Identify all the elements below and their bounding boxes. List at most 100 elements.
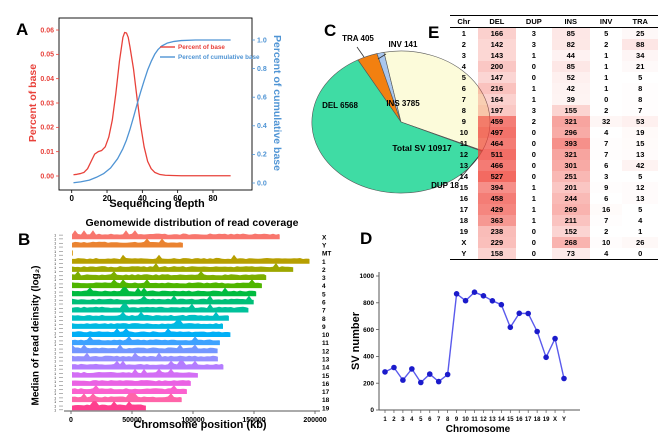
- table-cell: 0: [531, 227, 536, 236]
- b-chrom-label-1: 1: [322, 259, 326, 266]
- table-row: 15 394 1 201 9 12: [450, 182, 658, 193]
- b-bar-MT: [72, 249, 73, 256]
- d-x-tick-label: 5: [419, 417, 423, 423]
- table-cell: 5: [604, 29, 609, 38]
- table-cell: 13: [636, 150, 645, 159]
- table-cell: 321: [551, 149, 590, 160]
- b-mini-tick-label: 1: [54, 274, 56, 278]
- table-cell: 238: [477, 226, 517, 237]
- table-header-inv: INV: [589, 15, 623, 28]
- b-mini-tick-label: 1: [54, 262, 56, 266]
- table-cell: 1: [604, 51, 609, 60]
- b-xaxis-title: Chromsome position (kb): [133, 419, 267, 431]
- b-bar-8: [72, 311, 229, 321]
- table-cell: 527: [477, 171, 517, 182]
- b-bar-18: [72, 393, 182, 403]
- b-mini-tick-label: 1: [54, 400, 56, 404]
- table-cell: 3: [604, 172, 609, 181]
- pie-leader-tra: [356, 46, 365, 58]
- table-cell: 52: [551, 72, 590, 83]
- table-cell-chr: 11: [459, 139, 468, 148]
- b-mini-tick-label: 1: [54, 282, 56, 286]
- b-title: Genomewide distribution of read coverage: [85, 217, 299, 229]
- b-mini-tick-label: 1: [54, 348, 56, 352]
- b-mini-tick-label: 1: [54, 291, 56, 295]
- table-row: 11 464 0 393 7 15: [450, 138, 658, 149]
- table-cell: 34: [622, 50, 658, 61]
- table-cell: 143: [477, 50, 517, 61]
- b-mini-tick-label: 1: [54, 258, 56, 262]
- b-bar-4: [72, 279, 262, 289]
- b-mini-tick-label: 1: [54, 335, 56, 339]
- a-x-tick-label: 0: [69, 194, 74, 203]
- b-mini-tick-label: 1: [54, 339, 56, 343]
- table-header-row: Chr DEL DUP INS INV TRA: [450, 15, 658, 28]
- table-cell: 1: [531, 205, 536, 214]
- pie-total-label: Total SV 10917: [392, 143, 452, 153]
- b-mini-tick-label: 1: [54, 376, 56, 380]
- pie-label-tra: TRA 405: [342, 34, 374, 43]
- d-yaxis-title: SV number: [350, 311, 362, 371]
- table-cell: 497: [477, 127, 517, 138]
- table-cell-chr: 15: [459, 183, 469, 192]
- a-left-tick-label: 0.06: [40, 27, 54, 34]
- a-plot-box: [58, 17, 253, 191]
- b-chrom-label-10: 10: [322, 332, 330, 339]
- table-row: 19 238 0 152 2 1: [450, 226, 658, 237]
- table-cell: 12: [636, 183, 645, 192]
- pie-label-ins: INS 3785: [386, 99, 420, 108]
- table-cell: 155: [551, 105, 590, 116]
- table-cell: 0: [531, 62, 536, 71]
- table-cell: 229: [477, 237, 517, 248]
- table-cell: 15: [622, 138, 658, 149]
- table-cell: 0: [531, 172, 536, 181]
- table-cell: 2: [531, 117, 536, 126]
- table-cell: 363: [477, 215, 517, 226]
- b-bar-X: [72, 230, 280, 240]
- a-left-tick-label: 0.02: [40, 125, 54, 132]
- table-cell: 459: [477, 116, 517, 127]
- d-x-tick-label: 12: [480, 417, 487, 423]
- a-legend-label: Percent of cumulative base: [178, 54, 260, 61]
- table-cell-chr: 12: [459, 150, 469, 159]
- table-cell: 0: [531, 139, 536, 148]
- table-cell: 1: [531, 194, 536, 203]
- b-bar-5: [72, 287, 257, 297]
- b-mini-tick-label: 1: [54, 327, 56, 331]
- d-sv-marker: [516, 310, 523, 317]
- table-cell: 158: [477, 248, 517, 260]
- table-cell: 211: [551, 215, 590, 226]
- d-sv-marker: [489, 298, 496, 304]
- table-cell: 0: [531, 150, 536, 159]
- b-mini-tick-label: 1: [54, 286, 56, 290]
- table-cell: 0: [604, 95, 609, 104]
- d-x-tick-label: 9: [455, 417, 459, 423]
- b-bar-Y: [72, 238, 183, 248]
- b-yaxis-title: Median of read deinsity (log₂): [30, 265, 42, 406]
- table-cell: 251: [551, 171, 590, 182]
- b-mini-tick-label: 1: [54, 364, 56, 368]
- d-x-tick-label: Y: [562, 417, 566, 423]
- b-mini-tick-label: 1: [54, 392, 56, 396]
- table-cell: 244: [551, 193, 590, 204]
- table-cell: 10: [602, 238, 611, 247]
- b-bar-9: [72, 319, 223, 329]
- pie-leader-dup: [457, 155, 480, 182]
- b-chrom-label-3: 3: [322, 275, 326, 282]
- table-cell: 4: [638, 216, 643, 225]
- table-cell-chr: X: [461, 238, 467, 247]
- d-sv-marker: [525, 310, 531, 317]
- b-bar-17: [72, 385, 187, 394]
- sv-pie-chart: [311, 46, 491, 194]
- d-sv-marker: [498, 301, 505, 308]
- table-cell: 19: [622, 127, 658, 138]
- table-cell: 25: [622, 28, 658, 40]
- a-left-yaxis-title: Percent of base: [27, 63, 39, 143]
- d-x-tick-label: 19: [543, 417, 550, 423]
- d-sv-marker: [444, 371, 451, 378]
- table-cell-chr: 9: [461, 117, 466, 126]
- table-cell-chr: 8: [461, 106, 466, 115]
- b-bar-1: [72, 254, 310, 264]
- b-bar-11: [72, 336, 220, 346]
- b-chrom-label-X: X: [322, 234, 327, 241]
